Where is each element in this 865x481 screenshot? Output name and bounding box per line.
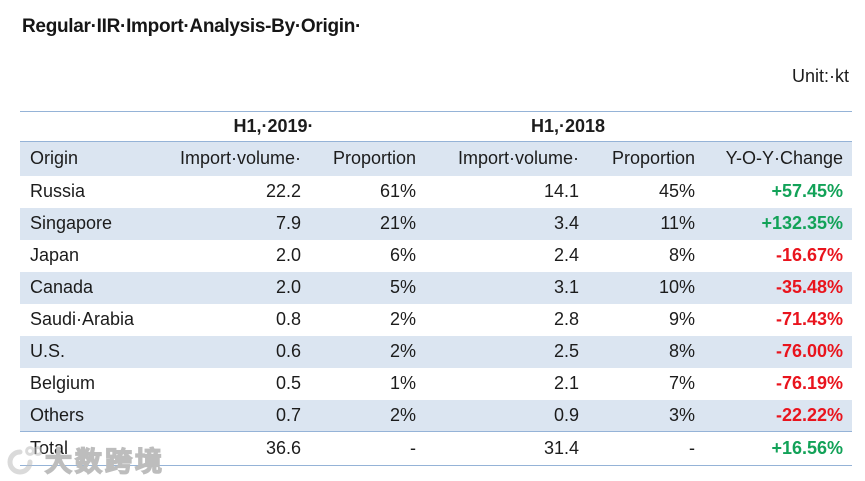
import-volume-2019-cell: 2.0 [150,271,310,304]
column-header-origin: Origin [20,141,150,176]
yoy-cell: +57.45% [771,181,844,201]
import-volume-2019-cell: 0.6 [150,335,310,368]
proportion-2018-cell: 11% [588,207,705,240]
yoy-cell: -22.22% [704,399,853,432]
proportion-2018-cell: 7% [669,373,696,393]
total-row: Total 36.6 - 31.4 - +16.56% [20,431,853,466]
yoy-cell: -76.00% [704,335,853,368]
proportion-2018-cell: 9% [669,309,696,329]
yoy-cell: +132.35% [704,207,853,240]
column-header-yoy-change: Y-O-Y·Change [704,141,853,176]
proportion-2019-cell: 2% [310,335,426,368]
unit-label: Unit:·kt [791,66,849,86]
proportion-2018-cell: - [588,431,705,466]
import-volume-2018-cell: 3.1 [425,271,589,304]
import-volume-2019-cell: 22.2 [265,181,301,201]
proportion-2018-cell: 8% [588,335,705,368]
origin-cell: Belgium [30,373,96,393]
proportion-2019-cell: 21% [310,207,426,240]
origin-cell: Saudi·Arabia [30,309,135,329]
table-row: Singapore 7.9 21% 3.4 11% +132.35% [20,207,853,240]
group-header-h1-2019: H1,·2019· [150,111,426,142]
column-header-row: Origin Import·volume· Proportion Import·… [20,141,853,176]
group-header-spacer [20,111,150,142]
yoy-cell: -76.19% [775,373,844,393]
import-volume-2018-cell: 2.8 [553,309,580,329]
yoy-cell: -71.43% [775,309,844,329]
import-volume-2019-cell: 0.7 [150,399,310,432]
column-header-proportion-2018: Proportion [588,141,705,176]
column-header-proportion-2019: Proportion [310,141,426,176]
import-volume-2018-cell: 2.1 [553,373,580,393]
table-row: Others 0.7 2% 0.9 3% -22.22% [20,399,853,432]
proportion-2018-cell: 3% [588,399,705,432]
period-group-header-row: H1,·2019· H1,·2018 [20,111,853,142]
proportion-2019-cell: 6% [390,245,417,265]
table-row: Japan 2.0 6% 2.4 8% -16.67% [20,240,852,272]
import-volume-2018-cell: 14.1 [543,181,580,201]
import-volume-2019-cell: 0.8 [275,309,301,329]
import-volume-2018-cell: 2.4 [553,245,580,265]
proportion-2019-cell: 2% [310,399,426,432]
import-volume-2018-cell: 0.9 [425,399,589,432]
yoy-cell: -35.48% [704,271,853,304]
proportion-2019-cell: - [310,431,426,466]
import-volume-2019-cell: 0.5 [275,373,301,393]
origin-cell: Others [20,399,150,432]
yoy-cell: -16.67% [775,245,844,265]
column-header-import-volume-2018: Import·volume· [425,141,589,176]
origin-cell: Singapore [20,207,150,240]
import-volume-2018-cell: 3.4 [425,207,589,240]
import-volume-2018-cell: 31.4 [425,431,589,466]
origin-cell: U.S. [20,335,150,368]
proportion-2019-cell: 2% [390,309,417,329]
proportion-2018-cell: 45% [658,181,696,201]
table-row: Saudi·Arabia 0.8 2% 2.8 9% -71.43% [20,304,852,336]
origin-cell: Canada [20,271,150,304]
column-header-import-volume-2019: Import·volume· [150,141,310,176]
table-row: U.S. 0.6 2% 2.5 8% -76.00% [20,335,853,368]
origin-cell: Russia [30,181,86,201]
import-volume-2018-cell: 2.5 [425,335,589,368]
origin-cell: Japan [30,245,80,265]
proportion-2018-cell: 10% [588,271,705,304]
import-volume-2019-cell: 36.6 [150,431,310,466]
table-body: Russia 22.2 61% 14.1 45% +57.45% Singapo… [20,176,853,432]
table-row: Belgium 0.5 1% 2.1 7% -76.19% [20,368,852,400]
proportion-2018-cell: 8% [669,245,696,265]
proportion-2019-cell: 5% [310,271,426,304]
import-volume-2019-cell: 2.0 [275,245,301,265]
table-row: Russia 22.2 61% 14.1 45% +57.45% [20,176,852,208]
group-header-h1-2018: H1,·2018 [425,111,705,142]
proportion-2019-cell: 1% [390,373,417,393]
page-title: Regular·IIR·Import·Analysis-By·Origin· [22,16,362,37]
yoy-cell: +16.56% [704,431,853,466]
proportion-2019-cell: 61% [379,181,417,201]
import-analysis-table: H1,·2019· H1,·2018 Origin Import·volume·… [20,111,853,466]
origin-cell: Total [20,431,150,466]
table-row: Canada 2.0 5% 3.1 10% -35.48% [20,271,853,304]
import-volume-2019-cell: 7.9 [150,207,310,240]
group-header-spacer [704,111,853,142]
